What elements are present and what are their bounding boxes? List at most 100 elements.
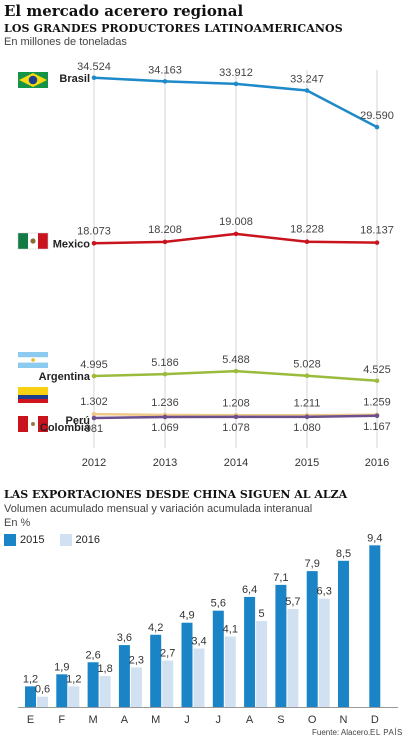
legend-label-2015: 2015 <box>20 534 45 546</box>
legend-label-2016: 2016 <box>75 534 101 546</box>
data-label-mexico-2013: 18.208 <box>148 224 182 236</box>
x-tick-month-10: O <box>308 714 317 726</box>
bar-label-2016-4: 2,3 <box>129 654 144 666</box>
mexico-flag-icon <box>17 232 49 250</box>
x-tick-month-2: F <box>58 714 65 726</box>
point-mexico-2015 <box>304 239 310 245</box>
data-label-peru-2016: 1.167 <box>363 421 391 433</box>
bar-2016-7 <box>224 636 236 707</box>
data-label-colombia-2012: 1.302 <box>80 396 108 408</box>
bar-label-2016-10: 6,3 <box>317 586 332 598</box>
x-tick-2014: 2014 <box>224 457 248 469</box>
data-label-mexico-2016: 18.137 <box>360 225 394 237</box>
x-tick-month-5: M <box>151 714 160 726</box>
line-chart: 2012 2013 2014 2015 2016 <box>17 61 394 469</box>
main-title: El mercado acerero regional <box>4 2 244 20</box>
point-argentina-2015 <box>304 373 310 379</box>
bar-chart-legend: 2015 2016 <box>4 534 112 549</box>
data-label-colombia-2016: 1.259 <box>363 397 391 409</box>
brand-name: EL PAÍS <box>370 728 403 737</box>
point-peru-2015 <box>304 414 310 420</box>
data-label-brasil-2013: 34.163 <box>148 64 182 76</box>
bar-label-2016-1: 0,6 <box>35 684 50 696</box>
bar-label-2016-8: 5 <box>259 608 265 620</box>
series-name-colombia: Colombia <box>40 422 91 434</box>
bar-2015-1 <box>25 686 36 707</box>
bar-label-2015-11: 8,5 <box>336 548 351 560</box>
data-label-colombia-2015: 1.211 <box>294 397 321 409</box>
point-mexico-2014 <box>233 231 239 237</box>
bar-2015-8 <box>244 596 256 707</box>
bar-2016-10 <box>318 598 330 707</box>
bar-2015-2 <box>56 674 68 707</box>
data-label-argentina-2015: 5.028 <box>293 359 321 371</box>
x-tick-month-7: J <box>216 714 222 726</box>
legend-item-2016: 2016 <box>59 534 101 546</box>
data-label-brasil-2016: 29.590 <box>360 110 394 122</box>
series-name-peru: Perú <box>66 415 90 427</box>
bar-2015-9 <box>275 584 287 707</box>
point-brasil-2013 <box>162 79 168 84</box>
legend-item-2015: 2015 <box>4 534 44 546</box>
series-name-brasil: Brasil <box>59 73 90 85</box>
bar-2016-3 <box>99 676 111 707</box>
peru-flag-icon <box>18 416 48 432</box>
bar-2015-4 <box>118 645 130 707</box>
x-tick-2015: 2015 <box>295 457 319 469</box>
bar-chart-subtitle: Volumen acumulado mensual y variación ac… <box>4 503 313 515</box>
data-label-mexico-2015: 18.228 <box>290 224 324 236</box>
point-peru-2013 <box>162 414 168 420</box>
bar-label-2016-5: 2,7 <box>160 648 175 660</box>
data-label-brasil-2015: 33.247 <box>290 74 324 86</box>
bar-2015-7 <box>212 610 224 707</box>
bar-label-2016-7: 4,1 <box>223 623 238 635</box>
line-chart-subtitle: En millones de toneladas <box>4 36 127 48</box>
point-mexico-2012 <box>91 240 97 246</box>
point-peru-2016 <box>374 413 380 419</box>
line-chart-title: LOS GRANDES PRODUCTORES LATINOAMERICANOS <box>4 22 343 35</box>
x-tick-2013: 2013 <box>153 457 177 469</box>
data-label-argentina-2016: 4.525 <box>363 364 391 376</box>
point-peru-2012 <box>91 415 97 421</box>
data-label-brasil-2014: 33.912 <box>219 67 253 79</box>
x-tick-2012: 2012 <box>82 457 106 469</box>
bar-2015-11 <box>338 560 349 707</box>
data-label-peru-2014: 1.078 <box>222 422 250 434</box>
data-label-colombia-2014: 1.208 <box>222 397 250 409</box>
data-label-argentina-2014: 5.488 <box>222 354 250 366</box>
bar-label-2015-1: 1,2 <box>23 673 38 685</box>
bar-chart-title: LAS EXPORTACIONES DESDE CHINA SIGUEN AL … <box>4 488 348 501</box>
bar-2016-6 <box>193 648 205 707</box>
bar-2015-6 <box>181 622 193 707</box>
bar-2016-9 <box>287 608 299 707</box>
x-tick-month-9: S <box>277 714 284 726</box>
x-tick-month-4: A <box>121 714 129 726</box>
data-label-mexico-2014: 19.008 <box>219 216 253 228</box>
brazil-flag-icon <box>18 72 48 88</box>
bar-label-2015-4: 3,6 <box>117 632 132 644</box>
bar-2015-12 <box>369 545 381 707</box>
bar-2015-5 <box>150 634 162 707</box>
bar-label-2016-2: 1,2 <box>66 673 81 685</box>
series-name-argentina: Argentina <box>39 371 91 383</box>
data-label-brasil-2012: 34.524 <box>77 61 111 73</box>
bar-label-2015-8: 6,4 <box>242 584 257 596</box>
legend-swatch-2016 <box>59 534 72 546</box>
x-tick-month-3: M <box>89 714 98 726</box>
bar-label-2015-9: 7,1 <box>273 572 288 584</box>
bar-2015-10 <box>306 571 318 707</box>
bar-label-2016-6: 3,4 <box>191 636 206 648</box>
point-mexico-2013 <box>162 239 168 245</box>
x-tick-month-11: N <box>340 714 348 726</box>
legend-swatch-2015 <box>4 534 16 546</box>
bar-2016-4 <box>130 667 142 707</box>
bar-label-2015-2: 1,9 <box>54 661 69 673</box>
point-argentina-2014 <box>233 368 239 374</box>
data-label-peru-2013: 1.069 <box>151 422 179 434</box>
bar-label-2015-6: 4,9 <box>179 610 194 622</box>
point-colombia-2012 <box>91 411 97 417</box>
data-label-mexico-2012: 18.073 <box>77 225 111 237</box>
x-tick-month-6: J <box>184 714 190 726</box>
data-label-argentina-2013: 5.186 <box>151 357 179 369</box>
